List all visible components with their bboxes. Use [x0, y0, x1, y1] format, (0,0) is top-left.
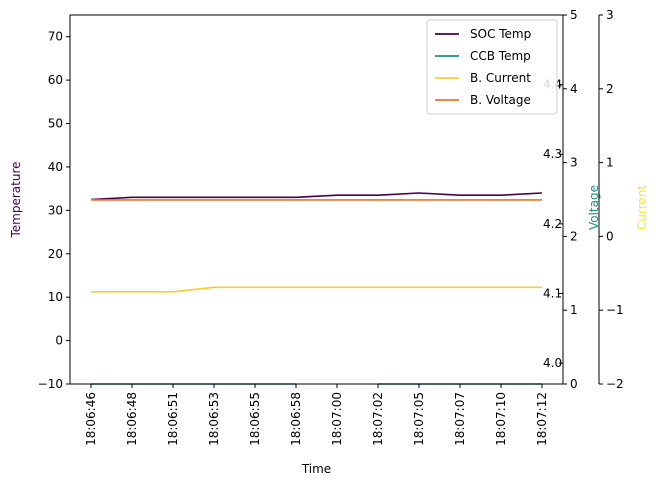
temperature-tick-label: 40 — [48, 160, 63, 174]
x-tick-label: 18:07:05 — [412, 392, 426, 446]
legend-entry: B. Voltage — [470, 93, 531, 107]
temperature-tick-label: −10 — [38, 377, 63, 391]
legend-box — [426, 19, 558, 115]
temperature-tick-label: 50 — [48, 117, 63, 131]
current-tick-label: 1 — [606, 156, 614, 170]
voltage-axis-label: Voltage — [587, 185, 601, 230]
current-tick-label: 3 — [606, 8, 614, 22]
series-line-soc-temp — [90, 192, 543, 201]
current-tick-label: 0 — [606, 229, 614, 243]
x-tick-label: 18:07:00 — [330, 392, 344, 446]
x-tick-label: 18:06:46 — [84, 392, 98, 446]
x-tick-label: 18:07:07 — [453, 392, 467, 446]
temperature-tick-label: 0 — [55, 334, 63, 348]
x-tick-label: 18:06:53 — [207, 392, 221, 446]
voltage-tick-label: 4.1 — [543, 286, 562, 300]
current-tick-label: −2 — [606, 377, 624, 391]
x-tick-label: 18:07:02 — [371, 392, 385, 446]
voltage-outer-tick-label: 5 — [570, 8, 578, 22]
plot-frame — [69, 14, 564, 385]
voltage-tick-label: 4.3 — [543, 147, 562, 161]
legend-entry: SOC Temp — [470, 27, 531, 41]
temperature-tick-label: 70 — [48, 30, 63, 44]
x-tick-label: 18:07:10 — [494, 392, 508, 446]
x-tick-label: 18:06:58 — [289, 392, 303, 446]
voltage-outer-tick-label: 0 — [570, 377, 578, 391]
x-axis-label: Time — [301, 462, 331, 476]
x-tick-label: 18:07:12 — [535, 392, 549, 446]
legend-entry: B. Current — [470, 71, 531, 85]
series-line-b-current — [91, 286, 542, 293]
voltage-tick-label: 4.0 — [543, 356, 562, 370]
x-tick-label: 18:06:51 — [166, 392, 180, 446]
voltage-tick-label: 4.2 — [543, 217, 562, 231]
current-tick-label: −1 — [606, 303, 624, 317]
temperature-axis-label: Temperature — [9, 161, 23, 238]
legend-entry: CCB Temp — [470, 49, 531, 63]
voltage-outer-tick-label: 2 — [570, 229, 578, 243]
current-axis-label: Current — [635, 185, 649, 230]
temperature-tick-label: 10 — [48, 290, 63, 304]
x-tick-label: 18:06:55 — [248, 392, 262, 446]
current-tick-label: 2 — [606, 82, 614, 96]
temperature-tick-label: 20 — [48, 247, 63, 261]
temperature-tick-label: 60 — [48, 73, 63, 87]
x-tick-label: 18:06:48 — [125, 392, 139, 446]
voltage-outer-tick-label: 4 — [570, 82, 578, 96]
temperature-tick-label: 30 — [48, 203, 63, 217]
voltage-outer-tick-label: 3 — [570, 156, 578, 170]
voltage-outer-tick-label: 1 — [570, 303, 578, 317]
